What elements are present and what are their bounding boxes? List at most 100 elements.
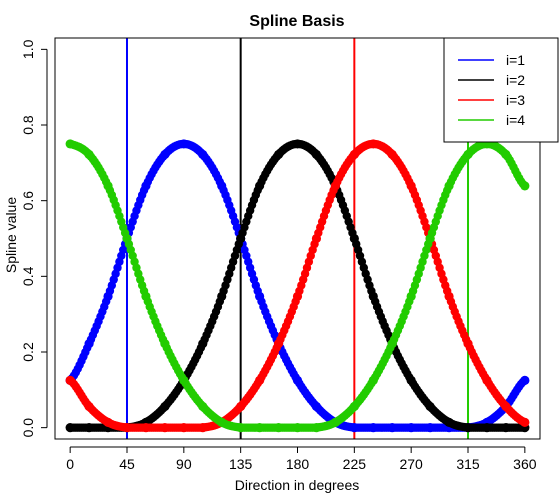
data-point-i=1-30 bbox=[103, 291, 113, 301]
data-point-i=3-15 bbox=[84, 401, 94, 412]
data-point-i=4-15 bbox=[84, 149, 94, 160]
data-point-i=3-90 bbox=[179, 423, 189, 433]
legend-box bbox=[443, 37, 559, 143]
data-point-i=3-345 bbox=[501, 401, 511, 412]
data-point-i=4-120 bbox=[217, 417, 227, 427]
y-axis-label: Spline value bbox=[3, 197, 19, 273]
data-point-i=1-120 bbox=[217, 181, 227, 191]
data-point-i=1-225 bbox=[349, 423, 359, 433]
x-tick-label: 360 bbox=[513, 456, 537, 472]
data-point-i=4-225 bbox=[349, 401, 359, 412]
data-point-i=4-165 bbox=[273, 423, 284, 433]
data-point-i=1-105 bbox=[198, 149, 208, 160]
data-point-i=3-225 bbox=[349, 149, 359, 160]
data-point-i=4-315 bbox=[463, 149, 473, 160]
data-point-i=3-135 bbox=[236, 401, 246, 412]
series-i=3 bbox=[65, 139, 530, 433]
data-point-i=3-180 bbox=[292, 291, 303, 301]
x-tick-label: 45 bbox=[119, 456, 135, 472]
data-point-i=4-210 bbox=[330, 417, 340, 427]
data-point-i=4-0 bbox=[65, 139, 75, 149]
data-point-i=3-195 bbox=[311, 233, 322, 244]
data-point-i=3-165 bbox=[273, 339, 284, 349]
data-point-i=4-105 bbox=[198, 401, 208, 412]
data-point-i=1-75 bbox=[160, 149, 170, 160]
data-point-i=2-150 bbox=[255, 181, 265, 191]
data-point-i=3-75 bbox=[160, 423, 170, 433]
y-tick-label: 0.8 bbox=[20, 115, 36, 135]
data-point-i=2-120 bbox=[217, 291, 227, 301]
data-point-i=4-240 bbox=[368, 375, 378, 385]
data-point-i=1-60 bbox=[141, 181, 151, 191]
x-tick-label: 180 bbox=[286, 456, 310, 472]
data-point-i=3-105 bbox=[198, 423, 208, 433]
data-point-i=1-15 bbox=[84, 339, 94, 349]
data-point-i=3-315 bbox=[463, 339, 473, 349]
data-point-i=4-270 bbox=[406, 291, 416, 301]
axis-ticks: 0 45 90 135 180 225 270 315 360 0.0 0.2 0.4 0.6 0.8 1.… bbox=[20, 39, 537, 472]
data-point-i=2-195 bbox=[311, 149, 322, 160]
data-point-i=1-195 bbox=[311, 401, 322, 412]
legend-label-i=3: i=3 bbox=[506, 92, 525, 108]
x-axis-label: Direction in degrees bbox=[235, 477, 360, 493]
data-point-i=2-225 bbox=[349, 233, 359, 244]
data-point-i=3-360 bbox=[520, 417, 530, 427]
data-point-i=2-300 bbox=[444, 417, 454, 427]
data-point-i=4-150 bbox=[255, 423, 265, 433]
data-point-i=3-330 bbox=[482, 375, 492, 385]
y-tick-label: 0.6 bbox=[20, 191, 36, 211]
data-point-i=2-330 bbox=[482, 423, 492, 433]
y-tick-label: 0.0 bbox=[20, 418, 36, 438]
data-point-i=4-90 bbox=[179, 375, 189, 385]
data-point-i=3-255 bbox=[387, 149, 397, 160]
series-i=4 bbox=[65, 139, 530, 433]
data-point-i=2-105 bbox=[198, 339, 208, 349]
data-point-i=2-180 bbox=[292, 139, 303, 149]
data-point-i=1-90 bbox=[179, 139, 189, 149]
x-tick-label: 225 bbox=[343, 456, 367, 472]
data-point-i=1-150 bbox=[255, 291, 265, 301]
data-point-i=4-300 bbox=[444, 181, 454, 191]
data-point-i=4-345 bbox=[501, 149, 511, 160]
data-point-i=1-270 bbox=[406, 423, 416, 433]
data-point-i=4-135 bbox=[236, 423, 246, 433]
data-point-i=3-45 bbox=[122, 423, 132, 433]
y-tick-label: 1.0 bbox=[20, 39, 36, 59]
data-point-i=2-0 bbox=[65, 423, 75, 433]
data-point-i=2-75 bbox=[160, 401, 170, 412]
data-point-i=3-270 bbox=[406, 181, 416, 191]
x-tick-label: 315 bbox=[456, 456, 480, 472]
data-point-i=4-195 bbox=[311, 423, 322, 433]
x-tick-label: 0 bbox=[66, 456, 74, 472]
legend-label-i=4: i=4 bbox=[506, 112, 525, 128]
data-point-i=1-240 bbox=[368, 423, 378, 433]
data-point-i=4-255 bbox=[387, 339, 397, 349]
data-point-i=1-255 bbox=[387, 423, 397, 433]
data-point-i=4-45 bbox=[122, 233, 132, 244]
plot-frame bbox=[54, 37, 541, 440]
y-tick-label: 0.4 bbox=[20, 266, 36, 286]
data-point-i=2-15 bbox=[84, 423, 94, 433]
data-point-i=3-210 bbox=[330, 181, 340, 191]
data-point-i=4-180 bbox=[292, 423, 303, 433]
data-point-i=3-60 bbox=[141, 423, 151, 433]
data-point-i=3-300 bbox=[444, 291, 454, 301]
data-point-i=2-345 bbox=[501, 423, 511, 433]
chart-title: Spline Basis bbox=[249, 13, 344, 30]
legend-label-i=1: i=1 bbox=[506, 52, 525, 68]
data-point-i=4-285 bbox=[425, 233, 435, 244]
data-point-i=2-315 bbox=[463, 423, 473, 433]
data-point-i=4-30 bbox=[103, 181, 113, 191]
data-point-i=2-240 bbox=[368, 291, 378, 301]
data-point-i=3-240 bbox=[368, 139, 378, 149]
data-point-i=4-360 bbox=[520, 181, 530, 191]
data-point-i=3-30 bbox=[103, 417, 113, 427]
data-point-i=3-150 bbox=[255, 375, 265, 385]
series-layer bbox=[65, 139, 530, 433]
data-point-i=2-285 bbox=[425, 401, 435, 412]
data-point-i=1-360 bbox=[520, 375, 530, 385]
data-point-i=1-180 bbox=[292, 375, 303, 385]
data-point-i=4-75 bbox=[160, 339, 170, 349]
legend: i=1 i=2 i=3 i=4 bbox=[443, 37, 559, 143]
data-point-i=4-60 bbox=[141, 291, 151, 301]
